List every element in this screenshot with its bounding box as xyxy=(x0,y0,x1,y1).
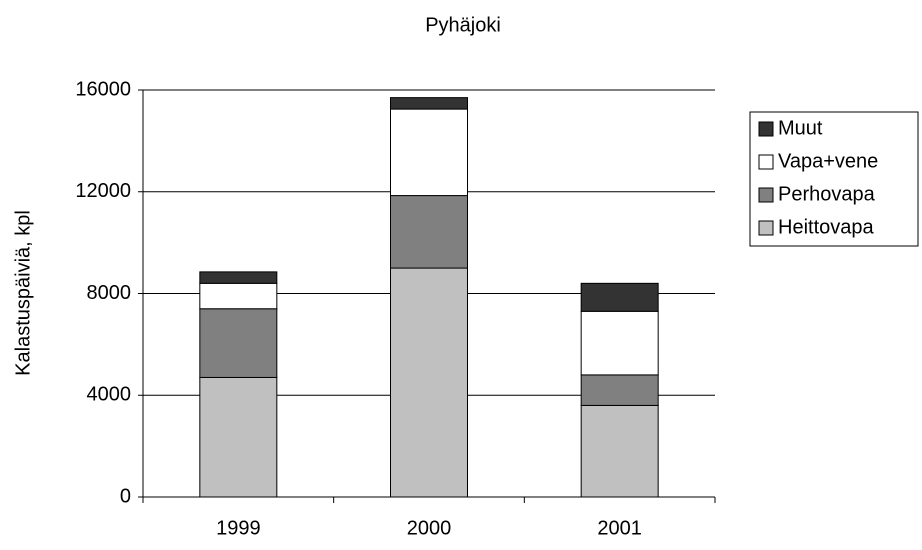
legend-box xyxy=(749,111,919,247)
y-axis-label: Kalastuspäiviä, kpl xyxy=(12,210,34,376)
legend-label: Heittovapa xyxy=(778,216,874,238)
legend-label: Muut xyxy=(778,117,823,139)
bar-segment xyxy=(390,97,468,110)
y-tick-label: 12000 xyxy=(75,180,131,202)
legend-swatch xyxy=(758,220,774,236)
bar-segment xyxy=(199,282,278,310)
legend-label: Vapa+vene xyxy=(778,150,878,172)
legend-swatch xyxy=(758,187,774,203)
bar-segment xyxy=(580,310,659,376)
bar-segment xyxy=(580,404,659,498)
y-tick-label: 0 xyxy=(120,485,131,507)
x-tick-label: 1999 xyxy=(216,517,261,539)
bar-segment xyxy=(390,267,468,498)
legend-swatch xyxy=(758,154,774,170)
bar-segment xyxy=(390,195,468,269)
y-tick-label: 16000 xyxy=(75,78,131,100)
bar-segment xyxy=(199,376,278,498)
legend-swatch xyxy=(758,121,774,137)
bar-segment xyxy=(580,282,659,312)
bar-segment xyxy=(390,108,468,197)
y-tick-label: 4000 xyxy=(87,384,132,406)
bar-segment xyxy=(580,374,659,406)
chart-title: Pyhäjoki xyxy=(425,14,501,36)
x-tick-label: 2000 xyxy=(407,517,452,539)
bar-segment xyxy=(199,271,278,284)
bar-segment xyxy=(199,308,278,378)
x-tick-label: 2001 xyxy=(597,517,642,539)
y-tick-label: 8000 xyxy=(87,282,132,304)
legend-label: Perhovapa xyxy=(778,183,876,205)
